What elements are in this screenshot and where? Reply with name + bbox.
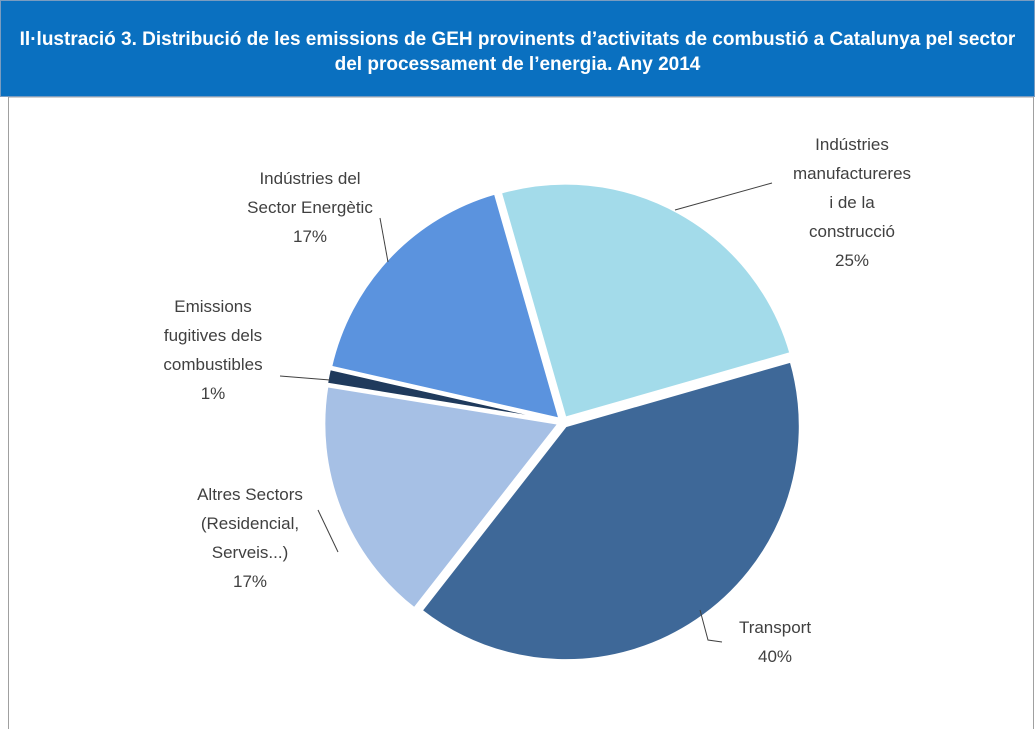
data-label: Indústries del Sector Energètic 17% [247, 169, 373, 246]
pie-slice [329, 192, 561, 420]
label-line: Transport [739, 618, 811, 637]
value-label: 17% [233, 572, 267, 591]
label-line: (Residencial, [201, 514, 299, 533]
label-line: i de la [829, 193, 875, 212]
label-line: Indústries del [259, 169, 360, 188]
pie-slice [499, 182, 792, 419]
label-line: Indústries [815, 135, 889, 154]
data-label: Altres Sectors (Residencial, Serveis...) 17… [197, 485, 303, 591]
leader-line [379, 217, 389, 263]
label-line: Sector Energètic [247, 198, 373, 217]
value-label: 25% [835, 251, 869, 270]
leader-line [699, 609, 723, 643]
leader-line [317, 509, 339, 553]
leader-line [674, 182, 773, 211]
value-label: 40% [758, 647, 792, 666]
data-label: Emissions fugitives dels combustibles 1% [163, 297, 262, 403]
chart-title: Il·lustració 3. Distribució de les emiss… [0, 0, 1035, 97]
pie-slice [420, 360, 801, 662]
label-line: fugitives dels [164, 326, 262, 345]
label-line: Emissions [174, 297, 251, 316]
label-line: manufactureres [793, 164, 911, 183]
data-label: Transport 40% [739, 618, 811, 666]
label-line: Altres Sectors [197, 485, 303, 504]
pie-slice [325, 368, 559, 423]
label-line: Serveis...) [212, 543, 289, 562]
pie-slice [323, 385, 561, 610]
leader-line [279, 375, 331, 381]
value-label: 1% [201, 384, 226, 403]
value-label: 17% [293, 227, 327, 246]
label-line: construcció [809, 222, 895, 241]
chart-frame [8, 96, 1034, 729]
label-line: combustibles [163, 355, 262, 374]
data-label: Indústries manufactureres i de la construcc… [793, 135, 911, 270]
